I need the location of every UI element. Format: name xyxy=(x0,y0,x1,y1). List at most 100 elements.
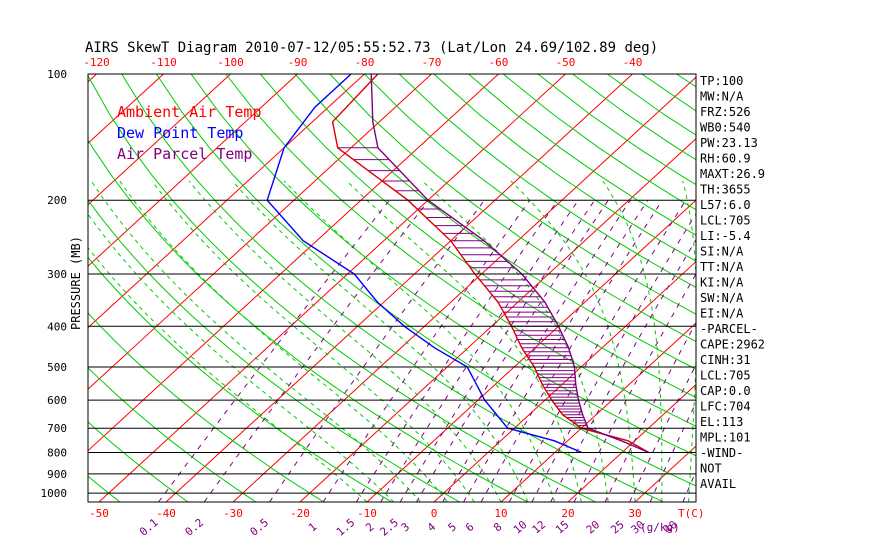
index-entry: PW:23.13 xyxy=(700,136,758,150)
moist-adiabat-line xyxy=(346,180,582,502)
temp-tick-top: -110 xyxy=(150,56,177,69)
mixing-ratio-tick: 8 xyxy=(491,520,504,534)
temp-tick-top: -80 xyxy=(355,56,375,69)
dry-adiabat-line xyxy=(294,74,696,370)
mixing-ratio-tick: 3 xyxy=(399,520,412,534)
index-entry: L57:6.0 xyxy=(700,198,751,212)
temp-tick-bottom: -40 xyxy=(156,507,176,520)
mixing-ratio-tick: 5 xyxy=(446,520,459,534)
mixing-ratio-line xyxy=(322,199,531,502)
mixing-ratio-tick: 20 xyxy=(584,518,603,536)
moist-adiabat-line xyxy=(602,180,663,502)
isotherm-line xyxy=(500,322,696,502)
pressure-tick-label: 1000 xyxy=(41,487,68,500)
index-entry: SI:N/A xyxy=(700,245,744,259)
index-entry: -PARCEL- xyxy=(700,322,758,336)
index-entry: MAXT:26.9 xyxy=(700,167,765,181)
isobar-lines: 100 200 300 400 500 600 700 800 900 1000 xyxy=(41,68,696,500)
dry-adiabat-line xyxy=(815,74,870,502)
dry-adiabat-line xyxy=(88,421,189,502)
mixing-ratio-tick: 6 xyxy=(463,520,476,534)
legend-item: Air Parcel Temp xyxy=(117,145,252,163)
index-entry: EL:113 xyxy=(700,415,743,429)
dry-adiabat-line xyxy=(88,199,460,502)
mixing-ratio-tick: 2 xyxy=(363,520,376,534)
index-entry: WB0:540 xyxy=(700,121,751,135)
moist-adiabat-line xyxy=(151,180,475,502)
mixing-ratio-line xyxy=(442,199,631,502)
moist-adiabat-line xyxy=(510,180,636,502)
isotherm-line xyxy=(88,74,231,206)
pressure-tick-label: 300 xyxy=(47,268,67,281)
pressure-tick-label: 800 xyxy=(47,447,67,460)
mixing-ratio-line xyxy=(508,199,687,502)
temp-tick-top: -120 xyxy=(83,56,110,69)
mixing-ratio-line xyxy=(380,199,579,502)
legend-item: Ambient Air Temp xyxy=(117,103,262,121)
temp-tick-top: -60 xyxy=(489,56,509,69)
index-entry: SW:N/A xyxy=(700,291,744,305)
moist-adiabat-line xyxy=(119,180,448,502)
isotherm-line xyxy=(567,383,696,502)
temp-tick-top: -100 xyxy=(217,56,244,69)
index-entry: TH:3655 xyxy=(700,183,751,197)
isotherm-line xyxy=(88,74,432,390)
index-entry: LI:-5.4 xyxy=(700,229,751,243)
y-axis-label: PRESSURE (MB) xyxy=(69,236,83,330)
moist-adiabat-line xyxy=(90,180,421,502)
ambient-temp-line xyxy=(331,74,650,454)
pressure-tick-label: 700 xyxy=(47,422,67,435)
chart-grid xyxy=(0,74,870,502)
temp-tick-top: -50 xyxy=(556,56,576,69)
moist-adiabat-line xyxy=(283,180,556,502)
mixing-ratio-tick: 15 xyxy=(553,518,572,536)
temp-tick-bottom: 0 xyxy=(431,507,438,520)
pressure-tick-label: 400 xyxy=(47,320,67,333)
dry-adiabat-line xyxy=(88,74,596,502)
dry-adiabat-line xyxy=(260,74,696,398)
moist-adiabat-line xyxy=(682,180,696,502)
pressure-tick-label: 200 xyxy=(47,194,67,207)
mixing-ratio-unit: (g/kg) xyxy=(640,521,680,534)
dry-adiabat-line xyxy=(433,74,696,262)
dry-adiabat-line xyxy=(155,74,696,487)
dry-adiabat-line xyxy=(88,367,257,502)
index-entry: LFC:704 xyxy=(700,400,751,414)
isotherm-line xyxy=(165,74,633,502)
mixing-ratio-line xyxy=(415,199,609,502)
mixing-ratio-tick: 2.5 xyxy=(377,516,401,539)
isotherm-line xyxy=(769,74,870,502)
dry-adiabat-line xyxy=(0,74,52,502)
mixing-ratio-line xyxy=(573,273,696,502)
isotherm-line xyxy=(88,74,499,452)
index-entry: CAPE:2962 xyxy=(700,338,765,352)
temp-tick-bottom: -50 xyxy=(89,507,109,520)
mixing-ratio-line xyxy=(550,238,696,502)
index-entry: TP:100 xyxy=(700,74,743,88)
isotherm-line xyxy=(433,260,696,502)
index-entry: KI:N/A xyxy=(700,276,744,290)
mixing-ratio-tick: 10 xyxy=(511,518,530,536)
pressure-tick-label: 100 xyxy=(47,68,67,81)
mixing-ratio-tick: 0.5 xyxy=(248,516,272,539)
legend-item: Dew Point Temp xyxy=(117,124,243,142)
plot-frame xyxy=(87,73,697,503)
isotherm-line xyxy=(232,76,696,502)
dry-adiabat-line xyxy=(88,138,528,502)
mixing-ratio-line xyxy=(531,212,696,502)
index-entry: LCL:705 xyxy=(700,214,751,228)
mixing-ratio-line xyxy=(203,199,430,502)
mixing-ratio-tick: 0.2 xyxy=(183,516,207,539)
isotherm-line xyxy=(0,74,30,502)
dry-adiabat-line xyxy=(329,74,696,342)
index-entry: CINH:31 xyxy=(700,353,751,367)
chart-title: AIRS SkewT Diagram 2010-07-12/05:55:52.7… xyxy=(85,40,658,56)
index-entry: FRZ:526 xyxy=(700,105,751,119)
cape-hatching xyxy=(337,147,602,434)
mixing-ratio-tick: 1 xyxy=(306,520,319,534)
temp-tick-bottom: 20 xyxy=(561,507,574,520)
moist-adiabat-line xyxy=(188,180,502,502)
moist-adiabat-line xyxy=(421,180,609,502)
